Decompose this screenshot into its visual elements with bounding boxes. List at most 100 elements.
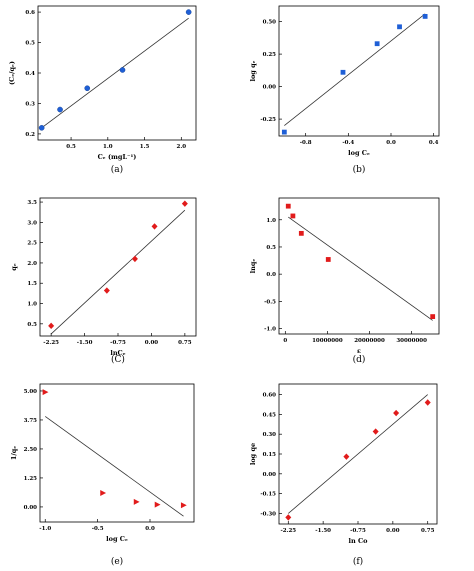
panel-caption: (C): [111, 354, 125, 365]
data-point: [422, 14, 428, 19]
data-point: [48, 322, 55, 330]
x-tick-label: -0.8: [300, 140, 312, 146]
x-axis-label: log Cₑ: [348, 149, 370, 157]
fit-line: [41, 17, 189, 129]
y-tick-label: -1.0: [264, 327, 276, 333]
y-tick-label: 0.00: [263, 472, 277, 478]
chart-a: 0.5 1.0 1.5 2.0 0.2 0.3 0.4 0.5 0.6 Cₑ (mgL⁻¹) (Cₑ…: [8, 5, 197, 175]
x-tick-label: -2.25: [43, 340, 59, 346]
data-point: [298, 230, 304, 236]
y-axis-label: lnqₑ: [249, 259, 257, 274]
data-point: [372, 428, 379, 435]
y-tick-label: 0.0: [266, 272, 276, 278]
data-point: [103, 287, 110, 294]
x-tick-label: 30000000: [396, 338, 427, 344]
x-tick-label: 0.5: [66, 144, 76, 150]
data-point: [340, 69, 346, 75]
fit-line: [288, 394, 428, 514]
data-point: [343, 453, 350, 460]
y-tick-label: 0.00: [263, 85, 277, 91]
y-tick-label: 2.50: [24, 447, 38, 453]
data-point: [285, 514, 292, 521]
x-tick-label: 0.0: [386, 140, 396, 146]
x-tick-label: 2.0: [177, 144, 187, 150]
y-tick-label: 0.4: [25, 71, 35, 77]
y-tick-label: 0.3: [25, 101, 35, 107]
y-tick-label: 0.5: [266, 245, 276, 251]
x-tick-label: -1.50: [77, 340, 93, 346]
y-tick-label: 5.00: [24, 389, 38, 395]
chart-b: -0.8 -0.4 0.0 0.4 -0.25 0.00 0.25 0.50 log Cₑ log…: [249, 5, 440, 175]
y-axis-label: log qe: [249, 443, 257, 465]
y-axis-label: 1/qₑ: [10, 446, 18, 460]
data-point: [393, 409, 400, 417]
data-point: [374, 41, 380, 47]
x-axis-label: log Cₑ: [106, 535, 128, 543]
data-point: [133, 498, 140, 505]
data-point: [42, 389, 49, 396]
y-tick-label: 0.5: [25, 41, 35, 47]
y-axis-label: qₑ: [10, 263, 18, 271]
x-tick-label: 0: [283, 338, 287, 344]
x-tick-label: -0.75: [350, 528, 366, 534]
plot-frame: [37, 5, 197, 141]
y-tick-label: 0.50: [263, 20, 277, 26]
x-axis-label: Cₑ (mgL⁻¹): [98, 153, 137, 161]
chart-d: 0 10000000 20000000 30000000 -1.0 -0.5 0.0 0.5 1…: [249, 197, 440, 365]
data-point: [84, 85, 91, 92]
x-tick-label: 0.75: [421, 528, 435, 534]
fit-line: [284, 13, 426, 126]
fit-line: [50, 209, 186, 335]
data-point: [181, 200, 188, 207]
x-tick-label: 20000000: [354, 338, 385, 344]
data-point: [100, 490, 107, 497]
y-axis-label: (Cₑ/qₑ): [8, 61, 16, 85]
x-axis-label: lnCₑ: [110, 349, 125, 357]
y-tick-label: 0.30: [263, 432, 277, 438]
data-point: [131, 255, 138, 263]
y-tick-label: 0.00: [24, 505, 38, 511]
data-point: [325, 257, 331, 262]
fit-line: [288, 216, 433, 321]
chart-e: -1.0 -0.5 0.0 0.00 1.25 2.50 3.75 5.00 log Cₑ 1/q…: [10, 383, 195, 567]
y-tick-label: 0.25: [263, 52, 277, 58]
y-tick-label: 2.5: [27, 241, 37, 247]
y-tick-label: -0.15: [260, 492, 276, 498]
y-tick-label: 0.5: [27, 322, 37, 328]
fit-line: [45, 416, 184, 517]
x-tick-label: 1.0: [103, 144, 113, 150]
data-point: [285, 203, 291, 209]
x-tick-label: 0.4: [429, 140, 439, 146]
panel-caption: (e): [111, 556, 123, 567]
y-tick-label: -0.30: [260, 511, 276, 517]
chart-f: -2.25 -1.50 -0.75 0.00 0.75 -0.30 -0.15 0.00 0.1…: [249, 383, 438, 567]
data-point: [430, 314, 436, 319]
x-tick-label: -0.4: [342, 140, 354, 146]
y-tick-label: 1.5: [27, 281, 37, 287]
data-point: [57, 106, 63, 113]
x-tick-label: 0.0: [145, 526, 155, 532]
data-point: [185, 9, 192, 15]
x-tick-label: -2.25: [280, 528, 296, 534]
x-tick-label: -1.50: [315, 528, 331, 534]
data-point: [290, 213, 296, 219]
x-axis-label: ε: [357, 347, 361, 355]
data-point: [424, 399, 431, 406]
y-tick-label: 1.0: [27, 302, 37, 308]
panel-caption: (b): [353, 164, 366, 175]
y-tick-label: 0.15: [263, 452, 277, 458]
y-tick-label: 2.0: [27, 261, 37, 267]
plot-frame: [39, 383, 195, 523]
y-tick-label: 1.0: [266, 218, 276, 224]
y-tick-label: 0.6: [25, 10, 35, 16]
y-tick-label: -0.5: [264, 299, 276, 305]
plot-frame: [278, 5, 440, 137]
panel-caption: (f): [353, 556, 363, 567]
x-axis-label: ln Co: [349, 537, 369, 545]
y-tick-label: 0.45: [263, 412, 277, 418]
x-tick-label: 0.00: [145, 340, 159, 346]
data-point: [397, 24, 402, 30]
panel-caption: (a): [111, 164, 123, 175]
plot-frame: [278, 197, 440, 335]
chart-c: -2.25 -1.50 -0.75 0.00 0.75 0.5 1.0 1.5 2.0 2.5 3.…: [10, 197, 197, 365]
